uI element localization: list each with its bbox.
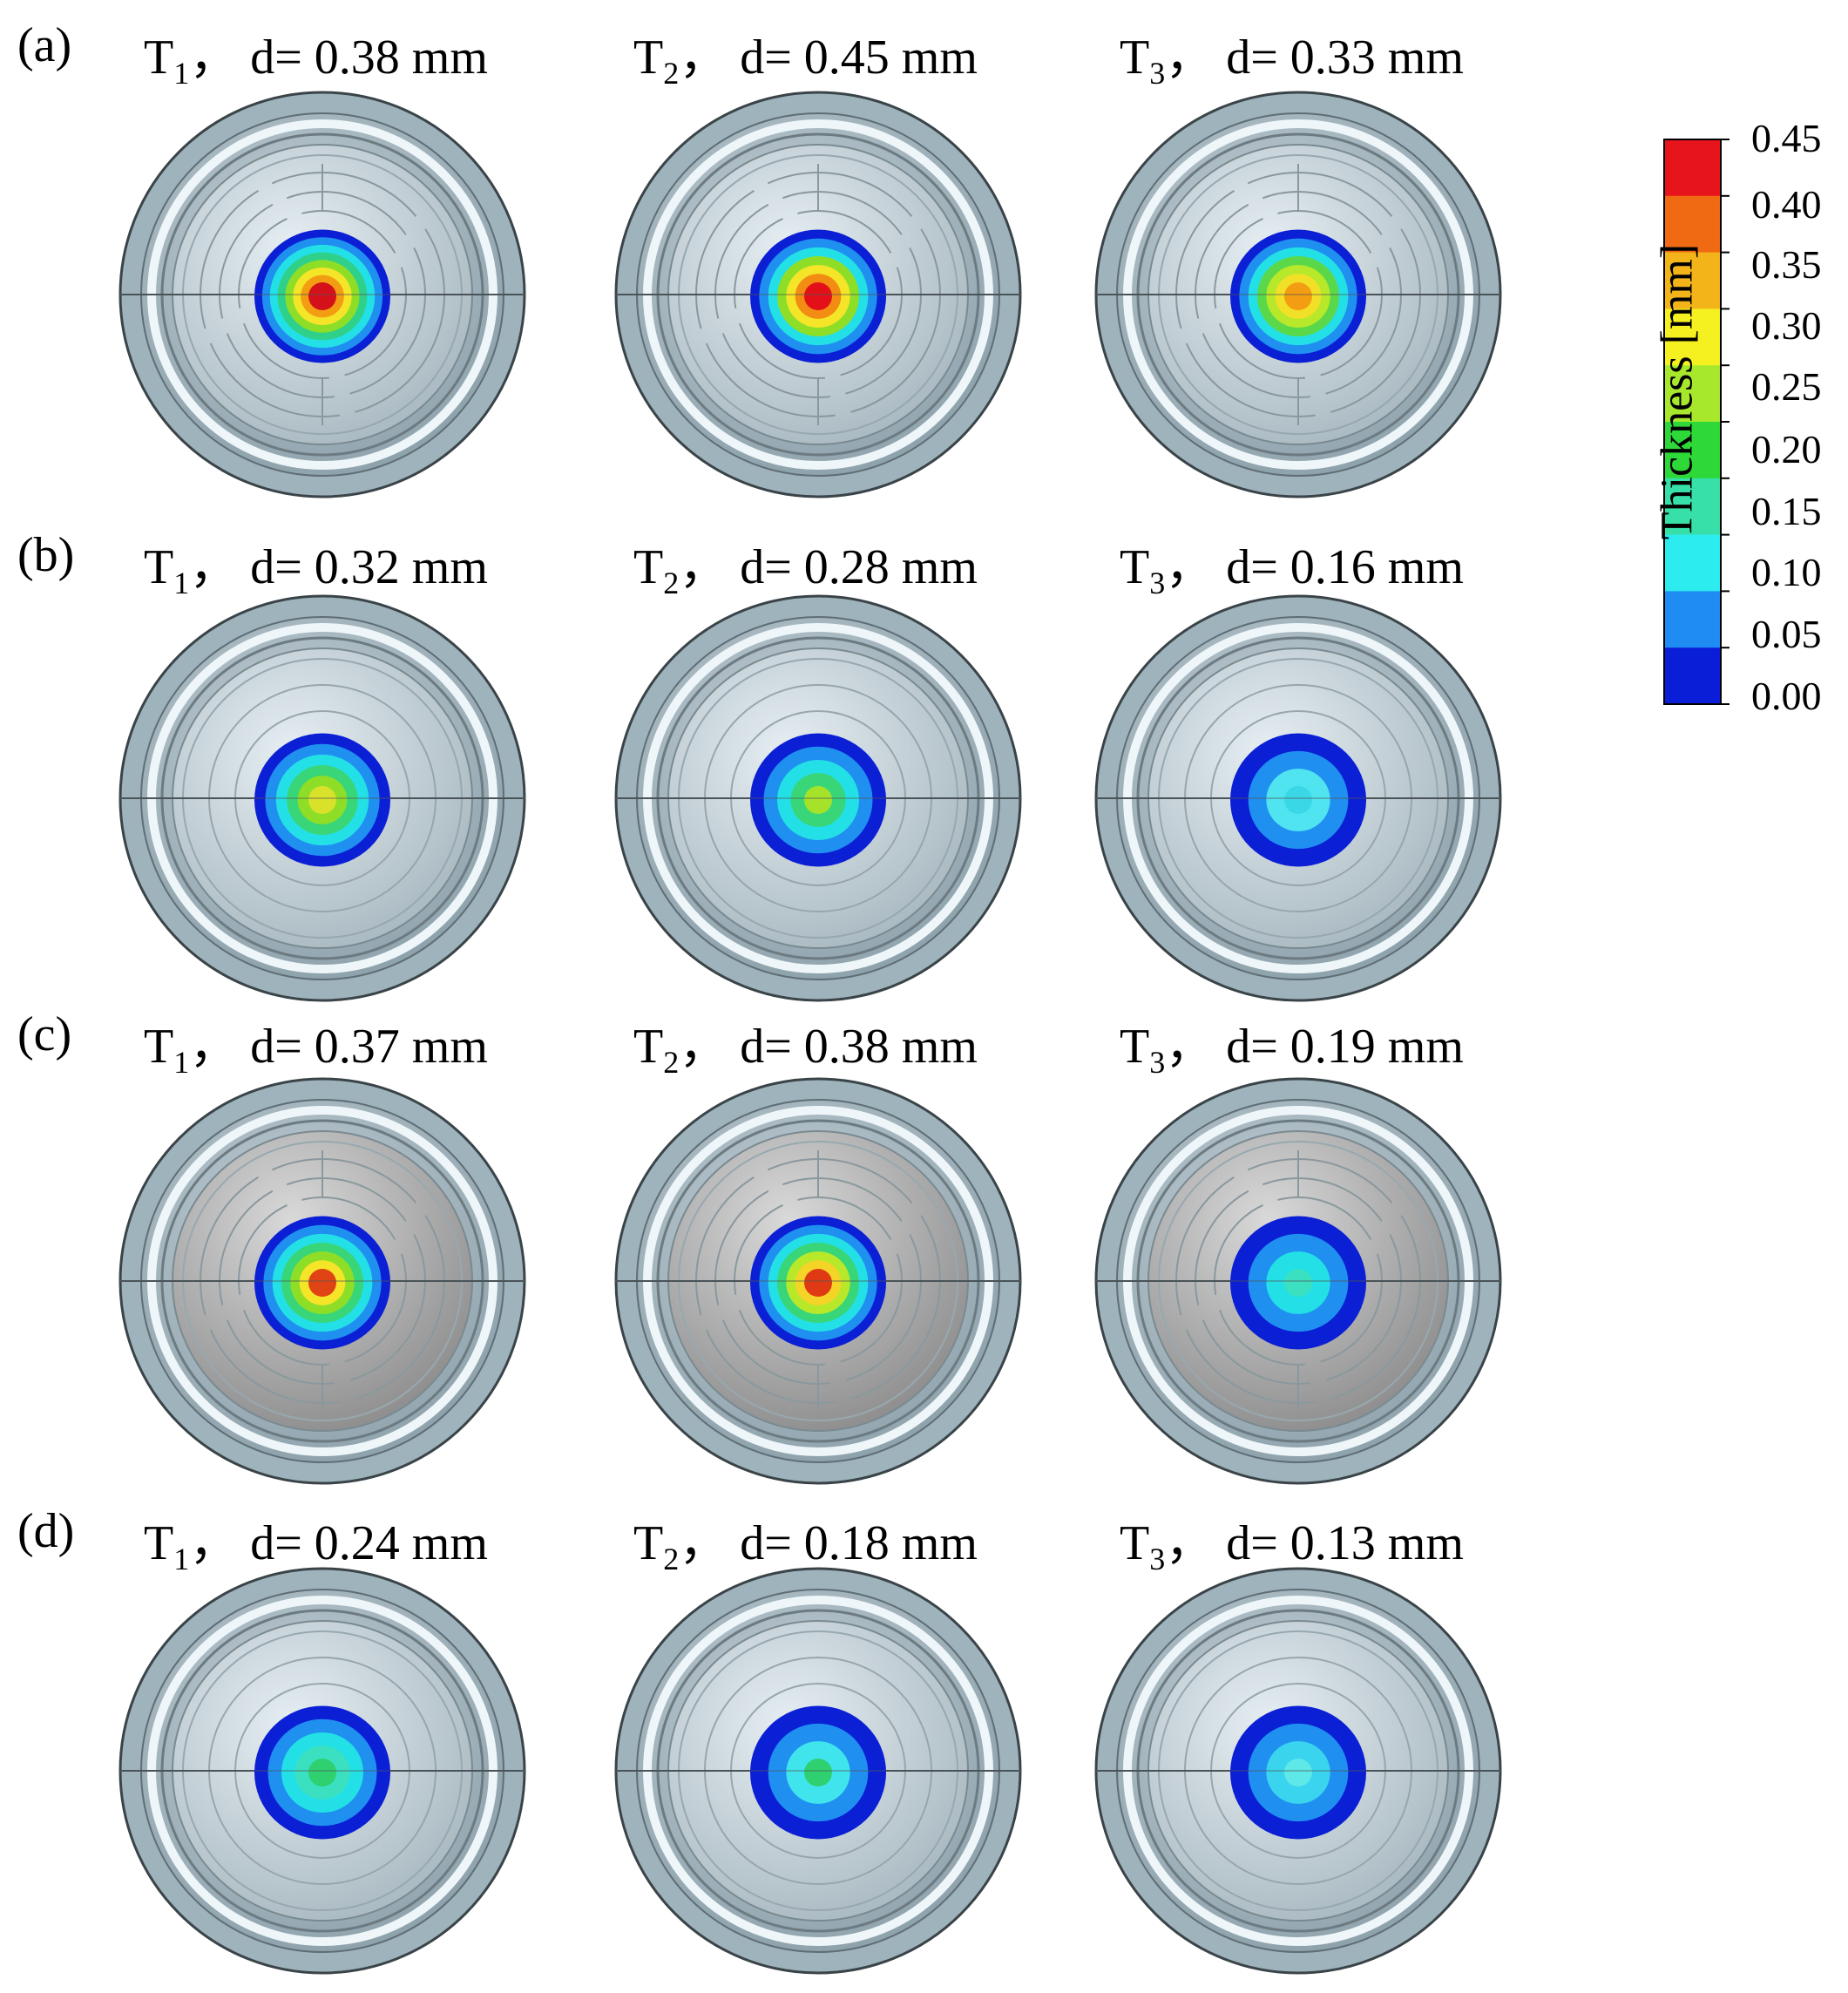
label-a-t2: T2， d= 0.45 mm xyxy=(633,31,978,91)
colorbar-tick-label: 0.35 xyxy=(1751,242,1822,287)
colorbar-tick-label: 0.30 xyxy=(1751,303,1822,348)
colorbar-band-5 xyxy=(1664,422,1721,479)
colorbar-tick-label: 0.15 xyxy=(1751,489,1822,533)
lid-c-t1 xyxy=(118,1077,526,1485)
row-tag-b: (b) xyxy=(17,528,75,582)
colorbar-band-2 xyxy=(1664,252,1721,309)
label-b-t3: T3， d= 0.16 mm xyxy=(1120,540,1464,600)
lid-c-t2 xyxy=(614,1077,1022,1485)
thickness-contour-core xyxy=(1284,282,1312,310)
lid-d-t2 xyxy=(614,1567,1022,1975)
thickness-contour-core xyxy=(804,1269,832,1297)
colorbar-band-4 xyxy=(1664,365,1721,423)
colorbar-band-3 xyxy=(1664,308,1721,366)
thickness-contour-core xyxy=(308,282,336,310)
label-d-t2: T2， d= 0.18 mm xyxy=(633,1516,978,1576)
thickness-contour-core xyxy=(804,786,832,814)
thickness-contour-core xyxy=(308,786,336,814)
label-d-t1: T1， d= 0.24 mm xyxy=(144,1516,488,1576)
lid-b-t2 xyxy=(614,594,1022,1002)
label-d-t3: T3， d= 0.13 mm xyxy=(1120,1516,1464,1576)
lid-d-t3 xyxy=(1094,1567,1502,1975)
colorbar-band-9 xyxy=(1664,647,1721,705)
label-c-t1: T1， d= 0.37 mm xyxy=(144,1020,488,1080)
label-c-t3: T3， d= 0.19 mm xyxy=(1120,1020,1464,1080)
colorbar-band-6 xyxy=(1664,478,1721,536)
thickness-contour-core xyxy=(1284,1269,1312,1297)
thickness-contour-core xyxy=(308,1759,336,1786)
colorbar-title: Thickness [mm] xyxy=(1652,243,1702,540)
label-a-t3: T3， d= 0.33 mm xyxy=(1120,31,1464,91)
lid-c-t3 xyxy=(1094,1077,1502,1485)
colorbar-tick-label: 0.00 xyxy=(1751,674,1822,718)
thickness-contour-core xyxy=(804,282,832,310)
colorbar-tick-label: 0.05 xyxy=(1751,612,1822,656)
thickness-contour-core xyxy=(804,1759,832,1786)
colorbar-band-1 xyxy=(1664,195,1721,254)
lid-b-t1 xyxy=(118,594,526,1002)
row-tag-d: (d) xyxy=(17,1504,75,1558)
colorbar-tick-label: 0.45 xyxy=(1751,116,1822,160)
colorbar xyxy=(1663,139,1730,705)
label-b-t1: T1， d= 0.32 mm xyxy=(144,540,488,600)
lid-a-t2 xyxy=(614,91,1022,498)
row-tag-c: (c) xyxy=(17,1007,72,1061)
lid-d-t1 xyxy=(118,1567,526,1975)
label-b-t2: T2， d= 0.28 mm xyxy=(633,540,978,600)
thickness-contour-core xyxy=(1284,1759,1312,1786)
thickness-contour-core xyxy=(1284,786,1312,814)
thickness-contour-core xyxy=(308,1269,336,1297)
colorbar-band-7 xyxy=(1664,534,1721,592)
label-c-t2: T2， d= 0.38 mm xyxy=(633,1020,978,1080)
lid-a-t1 xyxy=(118,91,526,498)
colorbar-tick-label: 0.40 xyxy=(1751,182,1822,227)
colorbar-band-0 xyxy=(1664,139,1721,197)
colorbar-band-8 xyxy=(1664,591,1721,648)
lid-b-t3 xyxy=(1094,594,1502,1002)
label-a-t1: T1， d= 0.38 mm xyxy=(144,31,488,91)
lid-a-t3 xyxy=(1094,91,1502,498)
colorbar-tick-label: 0.20 xyxy=(1751,427,1822,471)
colorbar-tick-label: 0.25 xyxy=(1751,364,1822,409)
colorbar-tick-label: 0.10 xyxy=(1751,550,1822,594)
row-tag-a: (a) xyxy=(17,18,72,72)
